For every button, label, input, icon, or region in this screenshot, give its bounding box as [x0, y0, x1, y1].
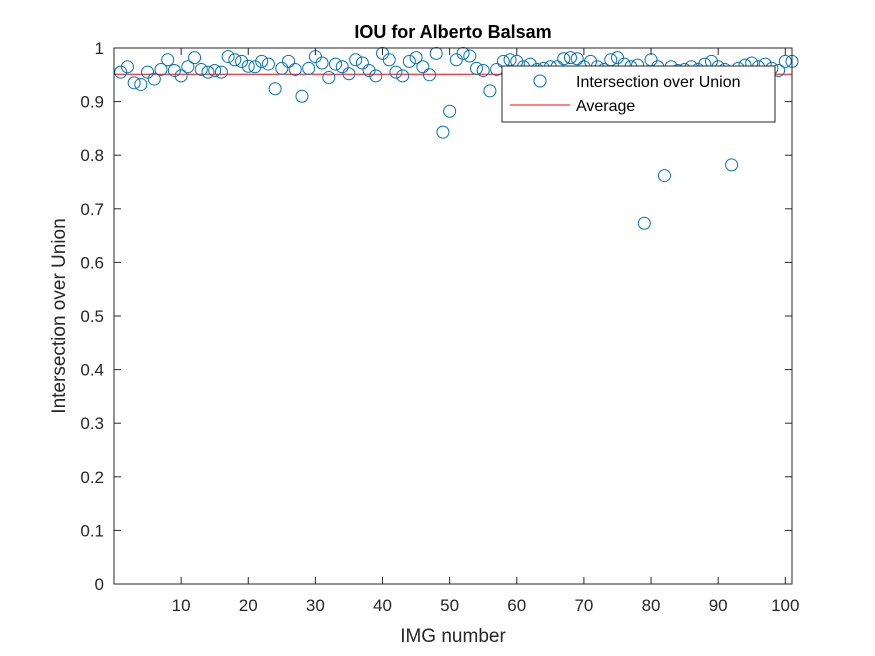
iou-point: [476, 64, 490, 78]
x-axis-label: IMG number: [400, 626, 506, 647]
iou-point: [141, 65, 155, 79]
iou-point: [174, 69, 188, 83]
iou-point: [389, 65, 403, 79]
iou-point: [449, 53, 463, 67]
iou-point: [396, 69, 410, 83]
iou-point: [288, 62, 302, 76]
iou-point: [154, 62, 168, 76]
iou-point: [423, 68, 437, 82]
iou-point: [114, 65, 128, 79]
axes: [113, 47, 793, 585]
iou-point: [167, 64, 181, 78]
iou-point: [483, 84, 497, 98]
iou-point: [194, 62, 208, 76]
iou-point: [416, 60, 430, 74]
iou-point: [637, 216, 651, 230]
iou-point: [261, 57, 275, 71]
iou-point: [604, 53, 618, 67]
x-tick-label: 50: [440, 596, 459, 615]
x-tick-label: 90: [709, 596, 728, 615]
iou-point: [456, 46, 470, 60]
x-tick-label: 20: [239, 596, 258, 615]
iou-point: [382, 53, 396, 67]
legend-box: [501, 65, 776, 123]
iou-point: [349, 53, 363, 67]
iou-point: [201, 65, 215, 79]
iou-point: [134, 77, 148, 91]
iou-point: [402, 54, 416, 68]
x-axis-ticks: 10 20 30 40 50 60 70 80 90 100: [172, 48, 799, 615]
iou-point: [725, 158, 739, 172]
x-tick-label: 80: [642, 596, 661, 615]
iou-point: [657, 169, 671, 183]
iou-point: [429, 46, 443, 60]
y-tick-label: 0.2: [80, 468, 104, 487]
iou-point: [563, 51, 577, 65]
chart-title: IOU for Alberto Balsam: [354, 22, 551, 42]
iou-point: [268, 82, 282, 96]
iou-point: [362, 64, 376, 78]
y-tick-label: 0.6: [80, 253, 104, 272]
iou-point: [302, 61, 316, 75]
x-tick-label: 60: [507, 596, 526, 615]
iou-point: [214, 65, 228, 79]
iou-point: [342, 67, 356, 81]
iou-point: [221, 50, 235, 64]
iou-point: [181, 60, 195, 74]
iou-point: [208, 64, 222, 78]
iou-point: [610, 51, 624, 65]
y-axis-ticks: 0 0.1 0.2 0.3 0.4 0.5 0.6 0.7 0.8 0.9 1: [80, 39, 792, 594]
iou-point: [275, 61, 289, 75]
y-tick-label: 0.7: [80, 200, 104, 219]
iou-point: [147, 72, 161, 86]
iou-point: [248, 60, 262, 74]
iou-point: [355, 56, 369, 70]
iou-point: [644, 53, 658, 67]
y-tick-label: 0.1: [80, 521, 104, 540]
legend-marker-circle: [533, 74, 547, 88]
x-tick-label: 10: [172, 596, 191, 615]
iou-point: [295, 89, 309, 103]
y-tick-label: 0: [95, 575, 104, 594]
iou-point: [241, 59, 255, 73]
y-tick-label: 1: [95, 39, 104, 58]
y-tick-label: 0.5: [80, 307, 104, 326]
iou-point: [228, 53, 242, 67]
iou-point: [235, 54, 249, 68]
iou-point: [322, 70, 336, 84]
iou-point: [369, 69, 383, 83]
iou-point: [443, 104, 457, 118]
iou-point: [436, 125, 450, 139]
x-tick-label: 30: [306, 596, 325, 615]
iou-point: [188, 51, 202, 65]
iou-point: [120, 60, 134, 74]
axes-box: [113, 47, 793, 585]
iou-point: [161, 53, 175, 67]
y-tick-label: 0.4: [80, 361, 104, 380]
iou-point: [778, 54, 792, 68]
x-tick-label: 40: [373, 596, 392, 615]
iou-point: [282, 54, 296, 68]
iou-point: [557, 52, 571, 66]
x-tick-label: 100: [771, 596, 799, 615]
iou-point: [469, 61, 483, 75]
iou-point: [570, 52, 584, 66]
iou-point: [463, 49, 477, 63]
iou-point: [127, 76, 141, 90]
x-tick-label: 70: [574, 596, 593, 615]
y-tick-label: 0.9: [80, 93, 104, 112]
y-axis-label: Intersection over Union: [49, 218, 70, 413]
iou-point: [255, 54, 269, 68]
iou-point: [335, 60, 349, 74]
iou-point: [315, 56, 329, 70]
legend: Intersection over Union Average: [501, 65, 776, 123]
y-tick-label: 0.8: [80, 146, 104, 165]
iou-point: [409, 51, 423, 65]
iou-point: [490, 62, 504, 76]
legend-label-average: Average: [576, 98, 635, 115]
iou-point: [329, 57, 343, 71]
y-tick-label: 0.3: [80, 414, 104, 433]
legend-label-iou: Intersection over Union: [576, 74, 741, 91]
